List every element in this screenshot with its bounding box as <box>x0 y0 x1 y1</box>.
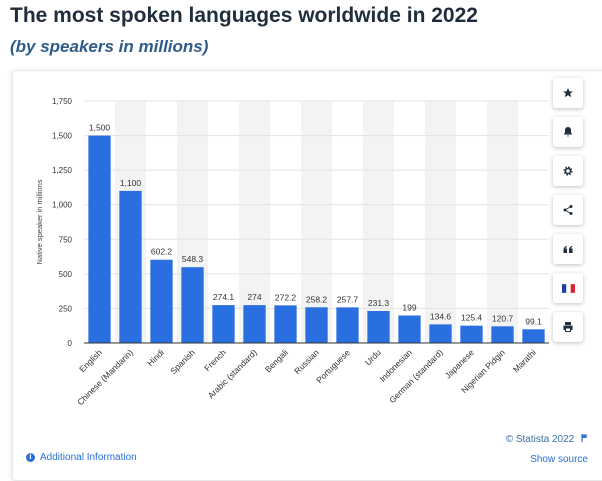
bar <box>305 307 328 343</box>
x-tick-label: Urdu <box>363 347 383 367</box>
bar-value-label: 548.3 <box>182 254 204 264</box>
bar-value-label: 1,500 <box>89 123 111 133</box>
bar <box>367 311 390 343</box>
bar <box>336 307 359 343</box>
info-icon: i <box>26 453 35 462</box>
bar-value-label: 120.7 <box>492 313 514 323</box>
y-axis-title: Native speaker in millions <box>35 179 44 264</box>
cite-button[interactable] <box>553 234 583 264</box>
flag-icon <box>581 434 588 442</box>
bell-icon <box>564 127 572 137</box>
bar-value-label: 274.1 <box>213 292 235 302</box>
bar <box>212 305 235 343</box>
bar-value-label: 602.2 <box>151 247 173 257</box>
page-subtitle: (by speakers in millions) <box>10 37 209 56</box>
category-band <box>363 101 394 343</box>
print-icon <box>563 322 573 332</box>
x-tick-label: Chinese (Mandarin) <box>75 347 135 407</box>
bar-value-label: 99.1 <box>525 316 542 326</box>
bar-value-label: 231.3 <box>368 298 390 308</box>
bar <box>460 325 483 343</box>
settings-button[interactable] <box>553 156 583 186</box>
x-tick-label: Bengali <box>263 347 290 374</box>
bar-value-label: 125.4 <box>461 313 483 323</box>
bar-value-label: 258.2 <box>306 294 328 304</box>
y-tick-label: 1,750 <box>52 97 73 106</box>
x-tick-label: German (standard) <box>387 347 445 405</box>
bar-value-label: 1,100 <box>120 178 142 188</box>
statista-copyright[interactable]: © Statista 2022 <box>506 434 588 445</box>
bar <box>119 190 142 343</box>
bar <box>88 135 111 343</box>
bar <box>274 305 297 343</box>
x-tick-label: French <box>202 347 228 373</box>
x-tick-label: Portuguese <box>314 347 352 385</box>
show-source-link[interactable]: Show source <box>530 454 588 465</box>
bar-value-label: 199 <box>402 302 416 312</box>
bar <box>181 267 204 343</box>
bar <box>429 324 452 343</box>
y-tick-label: 750 <box>59 235 73 244</box>
language-button[interactable] <box>553 273 583 303</box>
x-tick-label: Russian <box>292 347 321 376</box>
x-tick-label: Hindi <box>145 347 166 368</box>
notification-button[interactable] <box>553 117 583 147</box>
bar-value-label: 272.2 <box>275 292 297 302</box>
x-tick-label: English <box>77 347 104 374</box>
category-band <box>425 101 456 343</box>
page-title: The most spoken languages worldwide in 2… <box>10 4 478 27</box>
bar <box>522 329 545 343</box>
star-icon <box>563 88 573 98</box>
favorite-button[interactable] <box>553 78 583 108</box>
category-band <box>301 101 332 343</box>
copyright-text: © Statista 2022 <box>505 434 575 445</box>
share-button[interactable] <box>553 195 583 225</box>
y-tick-label: 1,250 <box>52 166 73 175</box>
bar <box>398 315 421 343</box>
bar <box>243 305 266 343</box>
y-tick-label: 1,000 <box>52 201 73 210</box>
category-band <box>239 101 270 343</box>
print-button[interactable] <box>553 312 583 342</box>
chart-toolbar <box>553 78 591 351</box>
x-tick-label: Spanish <box>168 347 197 376</box>
y-tick-label: 1,500 <box>52 132 73 141</box>
gear-icon <box>563 166 573 176</box>
french-flag-icon <box>561 283 575 293</box>
bar-value-label: 134.6 <box>430 311 452 321</box>
additional-information-link[interactable]: i Additional Information <box>26 452 137 463</box>
y-tick-label: 500 <box>59 270 73 279</box>
x-tick-label: Marathi <box>511 347 538 374</box>
y-tick-label: 250 <box>59 304 73 313</box>
bar-value-label: 257.7 <box>337 294 359 304</box>
bar <box>150 259 173 343</box>
bar-value-label: 274 <box>247 292 261 302</box>
quote-icon <box>563 246 573 253</box>
category-band <box>487 101 518 343</box>
share-icon <box>563 205 573 215</box>
additional-information-label: Additional Information <box>40 452 137 463</box>
y-tick-label: 0 <box>68 339 73 348</box>
bar <box>491 326 514 343</box>
